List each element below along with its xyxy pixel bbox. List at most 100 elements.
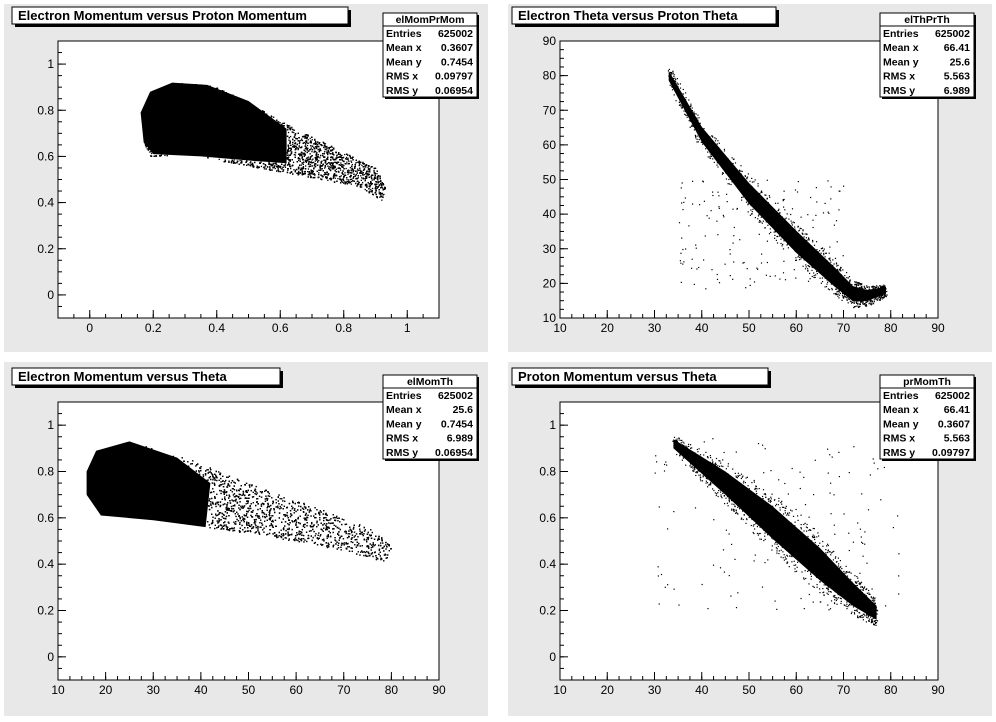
data-point [822, 266, 824, 268]
data-point [758, 214, 760, 216]
data-point [155, 155, 157, 157]
data-point [679, 98, 682, 100]
data-point [842, 282, 844, 284]
data-point [337, 178, 339, 180]
data-point [709, 155, 711, 158]
data-point [316, 143, 319, 145]
data-point [273, 166, 275, 168]
data-point [359, 167, 361, 169]
data-point [361, 186, 363, 188]
data-point [308, 159, 310, 161]
data-point [851, 286, 853, 288]
data-point [836, 268, 838, 270]
data-point [685, 99, 687, 101]
data-point [803, 259, 805, 261]
data-point [305, 161, 307, 163]
data-point [855, 284, 857, 286]
data-point [841, 276, 843, 278]
data-point [684, 108, 686, 111]
data-point [822, 250, 824, 252]
data-point [320, 174, 322, 176]
data-point [831, 287, 833, 290]
data-point [677, 93, 679, 95]
data-point [319, 167, 321, 169]
data-point [371, 183, 373, 185]
data-point [375, 193, 377, 196]
data-point [757, 185, 759, 187]
data-point [347, 159, 349, 161]
data-point [880, 297, 882, 300]
data-point [311, 162, 313, 164]
data-point [819, 253, 821, 255]
data-point [837, 295, 839, 297]
data-point [825, 252, 827, 254]
data-point [346, 171, 349, 173]
data-point [837, 264, 839, 266]
data-point [681, 237, 683, 239]
data-point [704, 134, 706, 136]
data-point [258, 166, 260, 168]
data-point [759, 220, 761, 222]
data-point [365, 176, 368, 178]
data-point [843, 295, 845, 297]
data-point [853, 307, 855, 309]
data-point [344, 174, 347, 176]
data-point [338, 164, 340, 166]
data-point [291, 159, 293, 161]
data-point [841, 278, 844, 280]
data-point [150, 151, 152, 153]
data-point [379, 181, 381, 183]
data-point [879, 298, 881, 300]
data-point [858, 306, 860, 308]
data-point [373, 167, 375, 170]
data-point [723, 216, 725, 218]
data-point [838, 290, 840, 292]
data-point [341, 172, 343, 174]
data-point [677, 89, 679, 91]
data-point [883, 292, 886, 294]
data-point [721, 173, 723, 175]
data-point [315, 157, 318, 159]
data-point [289, 165, 291, 167]
data-point [368, 165, 370, 167]
data-point [827, 288, 829, 290]
data-point [351, 163, 353, 166]
data-point [795, 247, 797, 249]
data-point [671, 80, 673, 82]
data-point [875, 298, 877, 300]
data-point [376, 187, 378, 189]
data-point [294, 134, 296, 136]
data-point [696, 126, 699, 128]
data-point [727, 164, 729, 166]
data-point [728, 178, 730, 181]
data-point [298, 158, 300, 160]
data-point [309, 173, 311, 175]
data-point [317, 148, 319, 151]
data-point [299, 147, 301, 149]
data-point [796, 234, 798, 236]
data-point [673, 75, 675, 77]
data-point [283, 122, 285, 124]
data-point [880, 286, 882, 289]
stats-key: RMS y [883, 85, 915, 97]
data-point [766, 197, 768, 199]
data-point [793, 230, 795, 232]
data-point [772, 218, 774, 221]
data-point [689, 119, 691, 121]
data-point [305, 165, 307, 167]
data-point [312, 177, 314, 179]
data-point [674, 77, 676, 79]
data-point [350, 174, 352, 177]
data-point [292, 143, 294, 146]
data-point [331, 157, 334, 159]
data-point [835, 262, 838, 264]
data-point [671, 78, 673, 80]
data-point [797, 239, 799, 241]
data-point [683, 201, 685, 203]
data-point [763, 204, 765, 207]
data-point [307, 171, 309, 173]
data-point [340, 155, 342, 157]
data-point [316, 157, 319, 159]
data-point [834, 272, 836, 274]
data-point [821, 272, 823, 274]
